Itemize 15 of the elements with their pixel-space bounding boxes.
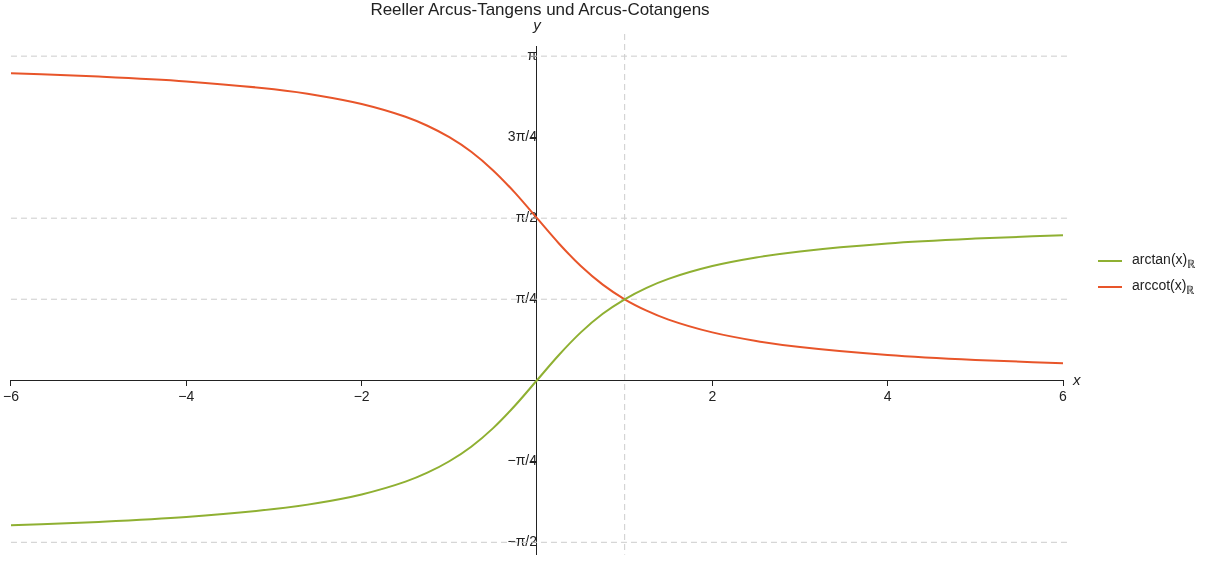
x-axis-title: x [1072, 371, 1081, 389]
x-tick-label: 6 [1059, 387, 1068, 404]
x-tick-label: 4 [883, 387, 892, 404]
x-tick-label: 2 [708, 387, 717, 404]
x-tick-label: −6 [3, 387, 20, 404]
legend-label: arctan(x)$_{ℝ}$ [1132, 251, 1196, 271]
y-tick-label: π/2 [515, 209, 538, 226]
x-tick-label: −2 [353, 387, 370, 404]
y-tick-label: 3π/4 [507, 128, 538, 145]
line-series [10, 72, 1063, 365]
y-tick-label: −π/4 [507, 452, 538, 469]
y-tick-label: −π/2 [507, 533, 538, 550]
legend-label: arccot(x)$_{ℝ}$ [1132, 277, 1195, 297]
y-tick-label: π/4 [515, 290, 538, 307]
x-tick-label: −4 [178, 387, 195, 404]
